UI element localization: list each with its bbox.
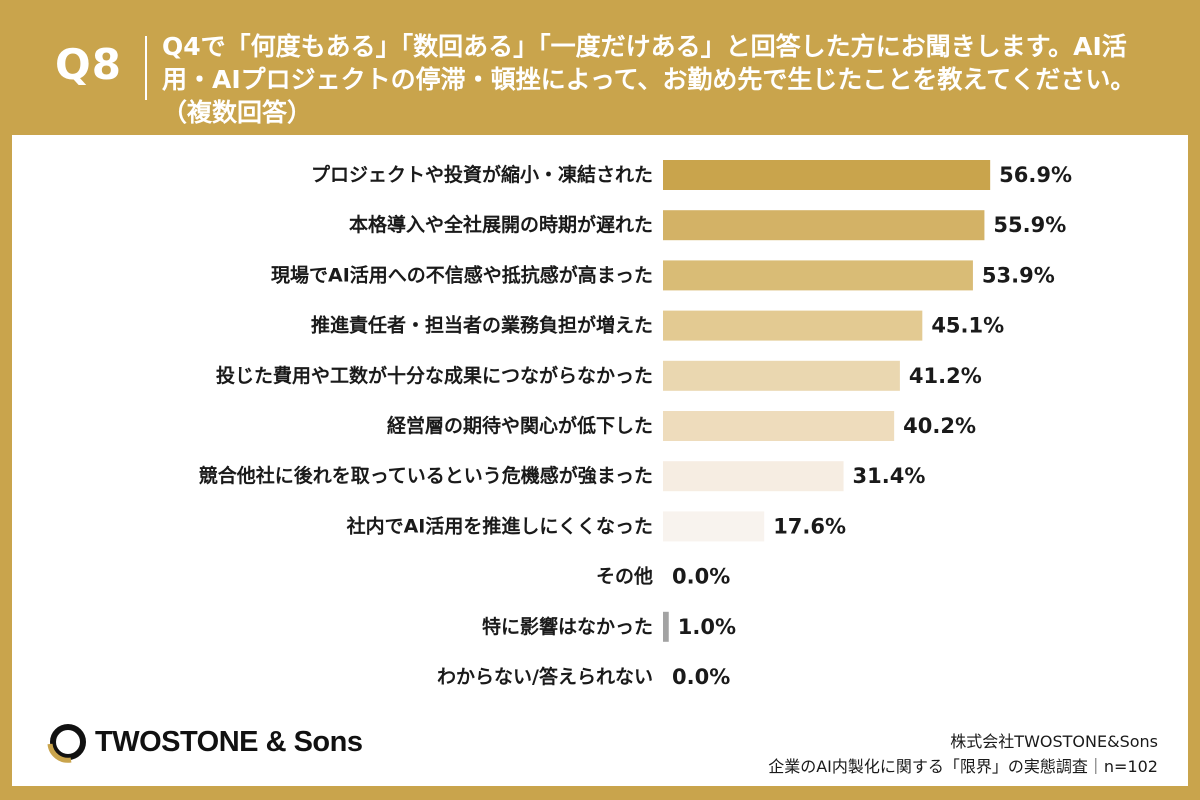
logo-mark-icon <box>47 724 86 763</box>
value-label: 55.9% <box>993 213 1066 237</box>
bar-chart: プロジェクトや投資が縮小・凍結された 56.9% 本格導入や全社展開の時期が遅れた 5… <box>199 160 1072 689</box>
header: Q8 Q4で「何度もある」「数回ある」「一度だけある」と回答した方にお聞きします… <box>0 0 1200 135</box>
value-label: 17.6% <box>773 514 846 538</box>
bar <box>663 260 973 291</box>
question-text: Q4で「何度もある」「数回ある」「一度だけある」と回答した方にお聞きします。AI… <box>162 32 1136 127</box>
value-label: 40.2% <box>903 414 976 438</box>
value-label: 0.0% <box>672 665 730 689</box>
value-label: 53.9% <box>982 263 1055 287</box>
company-logo: TWOSTONE & Sons <box>47 720 363 764</box>
category-label: 推進責任者・担当者の業務負担が増えた <box>311 314 653 337</box>
value-label: 0.0% <box>672 565 730 589</box>
bar <box>663 511 765 542</box>
logo-text: TWOSTONE & Sons <box>95 725 363 758</box>
footer-source: 企業のAI内製化に関する「限界」の実態調査｜n=102 <box>768 757 1158 776</box>
header-divider <box>145 36 147 100</box>
bar <box>663 160 991 190</box>
value-label: 31.4% <box>853 464 926 488</box>
category-label: わからない/答えられない <box>437 665 653 688</box>
category-label: 特に影響はなかった <box>482 615 653 638</box>
question-number: Q8 <box>55 40 122 89</box>
bar <box>663 310 923 341</box>
category-label: 現場でAI活用への不信感や抵抗感が高まった <box>271 263 653 286</box>
category-label: プロジェクトや投資が縮小・凍結された <box>311 163 653 186</box>
chart-panel: プロジェクトや投資が縮小・凍結された 56.9% 本格導入や全社展開の時期が遅れた 5… <box>12 135 1188 786</box>
value-label: 41.2% <box>909 364 982 388</box>
bar <box>663 210 985 241</box>
bar <box>663 461 844 492</box>
category-label: 本格導入や全社展開の時期が遅れた <box>349 213 653 236</box>
value-label: 1.0% <box>678 615 736 639</box>
category-label: 競合他社に後れを取っているという危機感が強まった <box>199 464 653 487</box>
bar <box>663 360 900 391</box>
value-label: 45.1% <box>931 314 1004 338</box>
category-label: その他 <box>596 565 653 588</box>
bar <box>663 611 669 642</box>
category-label: 投じた費用や工数が十分な成果につながらなかった <box>216 364 653 387</box>
value-label: 56.9% <box>999 163 1072 187</box>
footer-company: 株式会社TWOSTONE&Sons <box>950 732 1158 751</box>
category-label: 経営層の期待や関心が低下した <box>387 414 653 437</box>
bar <box>663 411 895 441</box>
category-label: 社内でAI活用を推進しにくくなった <box>346 514 653 537</box>
